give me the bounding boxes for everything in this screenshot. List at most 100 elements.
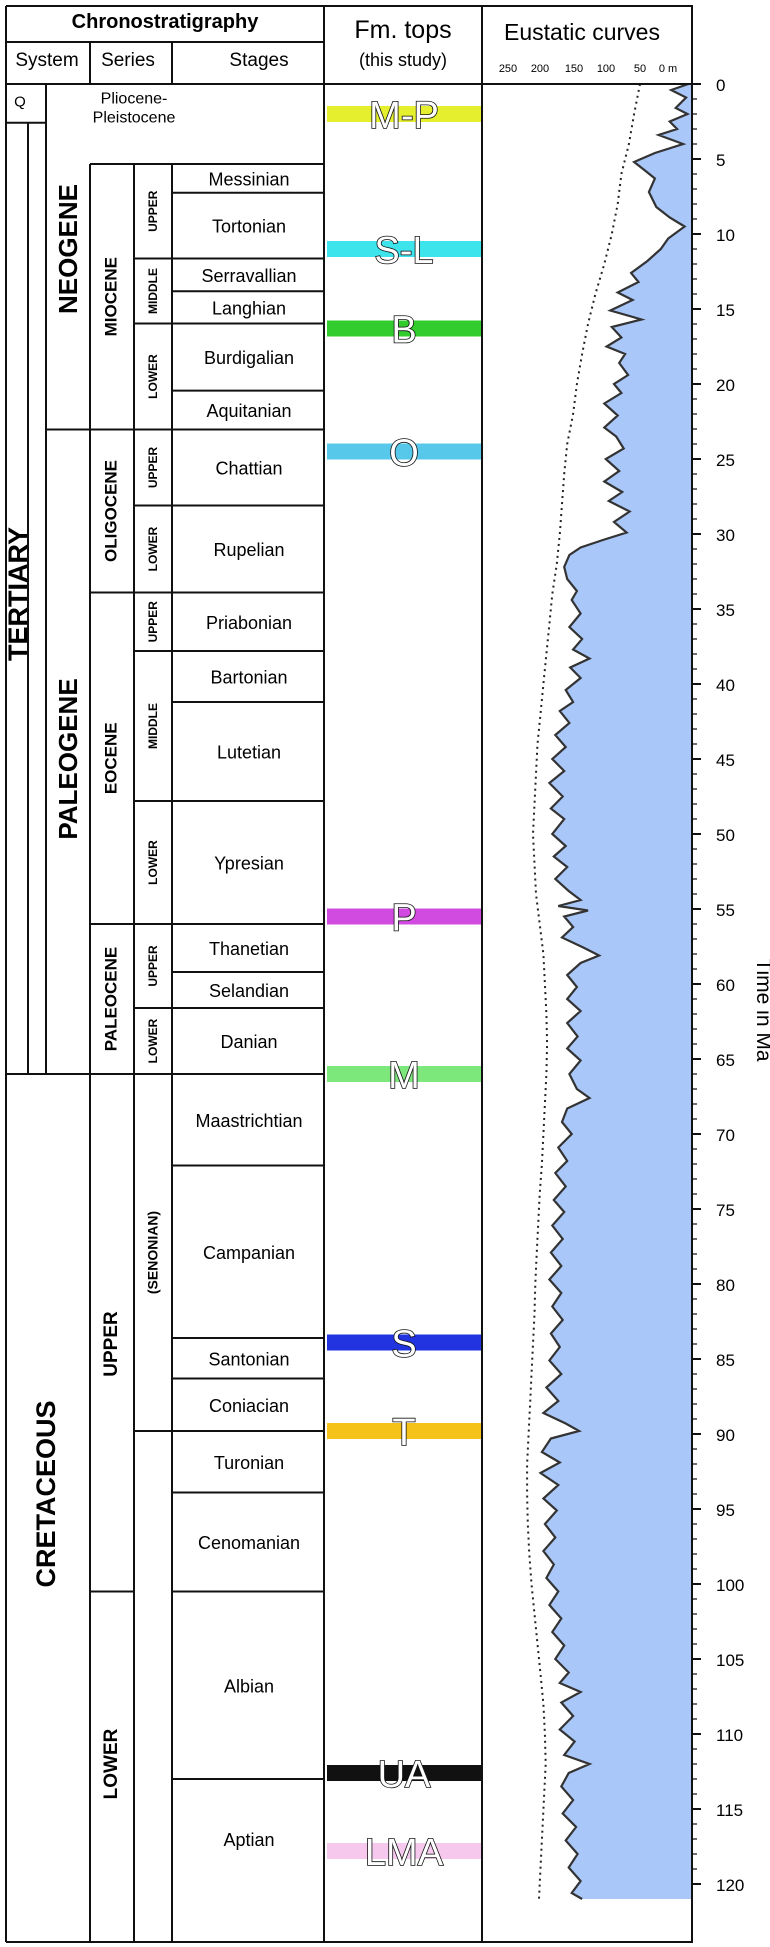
- time-axis-title: Time in Ma: [752, 958, 770, 1061]
- stage-label: Danian: [220, 1032, 277, 1052]
- system-label: PALEOGENE: [53, 678, 83, 839]
- stage-label: Bartonian: [210, 668, 287, 688]
- series-label: OLIGOCENE: [101, 460, 120, 562]
- formation-top-band: [327, 908, 481, 925]
- formation-top-label: UA: [378, 1754, 431, 1796]
- series-label: EOCENE: [101, 722, 120, 794]
- formation-top-band: [327, 443, 481, 460]
- stage-label: Rupelian: [213, 540, 284, 560]
- formation-top-label: P: [391, 898, 416, 940]
- formation-top-label: M: [388, 1055, 420, 1097]
- eustatic-curve-panel: [526, 82, 692, 1900]
- formation-top-band: [327, 106, 481, 122]
- subseries-label: MIDDLE: [146, 268, 160, 314]
- subseries-label: UPPER: [146, 446, 160, 488]
- stages-header: Stages: [229, 50, 288, 71]
- curve-axis-tick-label: 250: [499, 63, 517, 75]
- time-tick-label: 80: [716, 1276, 735, 1295]
- stage-label: Cenomanian: [198, 1533, 300, 1553]
- formation-top-label: S: [391, 1324, 416, 1366]
- formation-top-band: [327, 1334, 481, 1351]
- subseries-label: LOWER: [146, 526, 160, 571]
- system-label: NEOGENE: [53, 184, 83, 314]
- this-study-header: (this study): [359, 50, 447, 70]
- curve-panel-border: [481, 5, 693, 1943]
- eustatic-header: Eustatic curves: [504, 19, 660, 45]
- time-tick-label: 25: [716, 451, 735, 470]
- formation-top-label: LMA: [365, 1832, 444, 1874]
- system-label: CRETACEOUS: [31, 1400, 61, 1587]
- time-tick-label: 70: [716, 1126, 735, 1145]
- series-header: Series: [101, 50, 155, 71]
- subseries-label: LOWER: [146, 840, 160, 885]
- time-tick-label: 95: [716, 1501, 735, 1520]
- curve-axis-tick-label: 150: [565, 63, 583, 75]
- subseries-label: UPPER: [146, 601, 160, 643]
- formation-top-label: T: [392, 1412, 415, 1454]
- series-label: MIOCENE: [101, 257, 120, 336]
- stage-label: Coniacian: [209, 1396, 289, 1416]
- series-label: LOWER: [101, 1728, 122, 1799]
- time-tick-label: 120: [716, 1876, 744, 1895]
- curve-axis-tick-label: 0 m: [659, 63, 677, 75]
- time-tick-label: 60: [716, 976, 735, 995]
- stage-label: Langhian: [212, 298, 286, 318]
- time-tick-label: 75: [716, 1201, 735, 1220]
- chronostratigraphy-header: Chronostratigraphy: [72, 11, 260, 33]
- series-label: PALEOCENE: [101, 947, 120, 1052]
- stage-label: Messinian: [208, 169, 289, 189]
- subseries-label: UPPER: [146, 190, 160, 232]
- subseries-label: LOWER: [146, 1018, 160, 1063]
- time-tick-label: 50: [716, 826, 735, 845]
- time-tick-label: 115: [716, 1801, 743, 1820]
- formation-top-band: [327, 1066, 481, 1082]
- time-tick-label: 90: [716, 1426, 735, 1445]
- short-term-curve: [538, 82, 691, 1900]
- stage-label: Chattian: [215, 458, 282, 478]
- curve-axis-tick-label: 50: [634, 63, 646, 75]
- formation-top-band: [327, 241, 481, 257]
- stage-label: Ypresian: [214, 854, 284, 874]
- formation-top-label: O: [389, 433, 419, 475]
- stage-label: Albian: [224, 1676, 274, 1696]
- time-tick-label: 30: [716, 526, 735, 545]
- subseries-label: MIDDLE: [146, 703, 160, 749]
- system-label: Q: [14, 94, 26, 111]
- stage-label: Campanian: [203, 1243, 295, 1263]
- time-tick-label: 40: [716, 676, 735, 695]
- stage-label: Maastrichtian: [195, 1111, 302, 1131]
- time-tick-label: 45: [716, 751, 735, 770]
- subseries-label: LOWER: [146, 354, 160, 399]
- stage-label: Tortonian: [212, 217, 286, 237]
- fm-tops-header: Fm. tops: [354, 16, 451, 44]
- series-label: UPPER: [101, 1311, 122, 1377]
- system-header: System: [15, 50, 78, 71]
- formation-top-band: [327, 1765, 481, 1781]
- time-tick-label: 105: [716, 1651, 744, 1670]
- stage-label: Santonian: [208, 1349, 289, 1369]
- stage-label: Aquitanian: [206, 401, 291, 421]
- stage-label: Thanetian: [209, 939, 289, 959]
- formation-top-band: [327, 1423, 481, 1439]
- formation-top-label: S-L: [374, 230, 433, 272]
- stage-label: Priabonian: [206, 613, 292, 633]
- stage-label: Serravallian: [201, 266, 296, 286]
- formation-top-label: B: [391, 310, 416, 352]
- curve-axis-tick-label: 200: [531, 63, 549, 75]
- time-tick-label: 110: [716, 1726, 743, 1745]
- stage-label: Turonian: [214, 1453, 284, 1473]
- time-tick-label: 55: [716, 901, 735, 920]
- time-tick-label: 10: [716, 226, 735, 245]
- series-label: Pliocene-: [101, 91, 168, 108]
- time-tick-label: 0: [716, 76, 725, 95]
- subseries-label: (SENONIAN): [145, 1211, 161, 1294]
- time-tick-label: 35: [716, 601, 735, 620]
- time-tick-label: 20: [716, 376, 735, 395]
- stage-label: Burdigalian: [204, 348, 294, 368]
- time-tick-label: 15: [716, 301, 735, 320]
- time-tick-label: 100: [716, 1576, 744, 1595]
- stage-label: Selandian: [209, 981, 289, 1001]
- time-tick-label: 5: [716, 151, 725, 170]
- long-term-curve: [526, 83, 641, 1900]
